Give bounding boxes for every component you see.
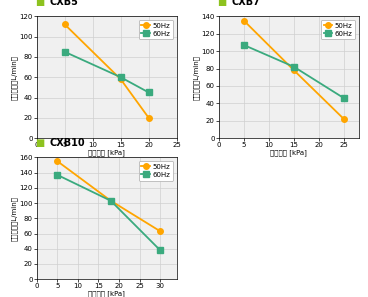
Text: ■: ■ bbox=[35, 0, 45, 7]
50Hz bbox=[158, 230, 162, 233]
Legend: 50Hz, 60Hz: 50Hz, 60Hz bbox=[321, 20, 355, 40]
Text: ■: ■ bbox=[35, 138, 45, 148]
Line: 60Hz: 60Hz bbox=[241, 42, 347, 101]
Text: CXB7: CXB7 bbox=[231, 0, 261, 7]
Line: 50Hz: 50Hz bbox=[241, 18, 347, 122]
60Hz bbox=[63, 50, 67, 54]
50Hz bbox=[242, 19, 246, 23]
Line: 60Hz: 60Hz bbox=[62, 49, 152, 95]
60Hz bbox=[146, 91, 151, 94]
Text: CXB5: CXB5 bbox=[49, 0, 78, 7]
60Hz bbox=[342, 96, 346, 100]
Legend: 50Hz, 60Hz: 50Hz, 60Hz bbox=[139, 161, 173, 181]
Y-axis label: 吐出風量［L/min］: 吐出風量［L/min］ bbox=[11, 55, 18, 100]
Text: CXB10: CXB10 bbox=[49, 138, 85, 148]
50Hz bbox=[55, 159, 60, 163]
60Hz bbox=[109, 199, 113, 203]
60Hz bbox=[242, 43, 246, 47]
Text: ■: ■ bbox=[217, 0, 227, 7]
50Hz bbox=[342, 117, 346, 121]
Line: 50Hz: 50Hz bbox=[54, 158, 163, 234]
50Hz bbox=[146, 116, 151, 120]
60Hz bbox=[158, 249, 162, 252]
Y-axis label: 吐出風量［L/min］: 吐出風量［L/min］ bbox=[11, 196, 18, 241]
X-axis label: 吐出圧力 [kPa]: 吐出圧力 [kPa] bbox=[270, 150, 307, 157]
Line: 50Hz: 50Hz bbox=[62, 22, 152, 121]
60Hz bbox=[118, 75, 123, 79]
X-axis label: 吐出圧力 [kPa]: 吐出圧力 [kPa] bbox=[88, 291, 125, 297]
Legend: 50Hz, 60Hz: 50Hz, 60Hz bbox=[139, 20, 173, 40]
Y-axis label: 吐出風量［L/min］: 吐出風量［L/min］ bbox=[193, 55, 200, 100]
60Hz bbox=[292, 65, 296, 69]
50Hz bbox=[292, 69, 296, 72]
Line: 60Hz: 60Hz bbox=[54, 172, 163, 253]
50Hz bbox=[118, 78, 123, 81]
X-axis label: 吐出圧力 [kPa]: 吐出圧力 [kPa] bbox=[88, 150, 125, 157]
60Hz bbox=[55, 173, 60, 177]
50Hz bbox=[109, 199, 113, 203]
50Hz bbox=[63, 23, 67, 26]
